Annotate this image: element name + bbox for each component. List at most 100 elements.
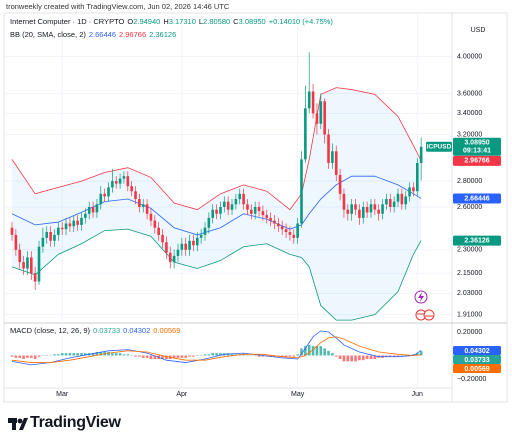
candle-body: [350, 204, 353, 214]
bb-fill: [12, 87, 422, 321]
ohlc-key: L: [198, 17, 204, 26]
macd-histogram-bar: [323, 348, 326, 356]
macd-histogram-bar: [91, 353, 95, 356]
macd-histogram-bar: [165, 355, 168, 360]
macd-title: MACD (close, 12, 26, 9): [10, 326, 91, 335]
currency: USD: [471, 27, 486, 34]
price-label: 0.03733: [464, 357, 489, 364]
watermark: tronweekly created with TradingView.com,…: [6, 2, 230, 11]
x-tick-label: Mar: [56, 391, 69, 398]
candle-body: [76, 220, 79, 225]
candle-body: [18, 249, 22, 263]
candle-body: [354, 204, 357, 210]
macd-value: 0.03733: [93, 326, 121, 335]
bb-title: BB (20, SMA, close, 2): [10, 30, 86, 39]
macd-value: 0.04302: [123, 326, 151, 335]
candle-body: [419, 146, 423, 163]
candle-body: [250, 209, 253, 214]
macd-histogram-bar: [122, 354, 126, 356]
macd-histogram-bar: [230, 354, 234, 356]
candle-body: [126, 176, 130, 187]
candle-body: [188, 240, 191, 250]
macd-histogram-bar: [288, 355, 292, 357]
price-label-box: [453, 345, 501, 355]
candle-body: [87, 206, 91, 214]
ohlc-value: 3.08950: [238, 17, 266, 26]
logo-dot: [17, 418, 23, 424]
y-tick-label: 0.20000: [457, 329, 482, 336]
macd-histogram-bar: [37, 355, 41, 357]
candle-body: [311, 91, 315, 114]
candle-body: [184, 243, 187, 250]
candle-body: [153, 220, 157, 228]
candle-body: [296, 223, 299, 238]
candle-body: [253, 206, 257, 214]
bb-lower: [11, 228, 422, 321]
chart-frame: [3, 12, 508, 403]
candle-body: [57, 227, 60, 235]
macd-histogram-bar: [149, 355, 153, 360]
macd-histogram-bar: [57, 354, 60, 356]
macd-histogram-bar: [300, 348, 303, 356]
candle-body: [45, 232, 49, 238]
candle-body: [238, 193, 242, 200]
candle-body: [319, 101, 323, 124]
candle-body: [72, 220, 76, 227]
macd-histogram-bar: [18, 355, 22, 358]
flag-icon[interactable]: [423, 309, 435, 321]
candle-body: [269, 217, 272, 221]
y-tick-label: 1.91000: [457, 311, 482, 318]
bb-value: 2.66446: [88, 30, 116, 39]
macd-histogram-bar: [261, 355, 265, 357]
price-label-box: [453, 193, 501, 204]
macd-histogram-bar: [307, 344, 311, 356]
x-tick-label: Jun: [412, 391, 423, 398]
candle-body: [141, 204, 145, 207]
macd-histogram-bar: [80, 353, 83, 356]
price-label: 3.08950: [464, 140, 489, 147]
candle-body: [242, 193, 245, 205]
x-tick-label: Apr: [176, 391, 188, 398]
candle-body: [103, 193, 106, 197]
macd-histogram-bar: [315, 346, 319, 356]
macd-histogram-bar: [30, 355, 33, 358]
symbol: Internet Computer · 1D · CRYPTO: [10, 17, 125, 26]
macd-line: [11, 330, 422, 366]
change: +0.14010 (+4.75%): [268, 17, 333, 26]
candle-body: [396, 193, 400, 202]
macd-histogram-bar: [361, 355, 365, 361]
macd-histogram-bar: [331, 353, 334, 356]
candle-body: [246, 204, 249, 210]
macd-histogram-bar: [319, 346, 323, 356]
bb-value: 2.36126: [149, 30, 177, 39]
macd-histogram-bar: [392, 355, 396, 357]
macd-histogram-bar: [385, 355, 388, 357]
macd-histogram-bar: [95, 351, 99, 356]
macd-histogram-bar: [304, 346, 307, 356]
macd-histogram-bar: [180, 355, 184, 358]
candle-body: [265, 215, 269, 218]
candle-body: [211, 209, 215, 218]
macd-histogram-bar: [219, 353, 222, 356]
candle-body: [122, 176, 126, 179]
candle-body: [95, 204, 99, 213]
macd-histogram-bar: [138, 355, 141, 357]
ohlc-value: 3.17310: [168, 17, 196, 26]
macd-histogram-bar: [211, 353, 215, 356]
ohlc-key: C: [233, 17, 239, 26]
macd-histogram-bar: [72, 353, 76, 356]
macd-histogram-bar: [99, 351, 103, 356]
candle-body: [195, 237, 199, 246]
candle-body: [385, 199, 388, 205]
macd-histogram-bar: [396, 355, 400, 357]
macd-histogram-bar: [346, 355, 350, 362]
macd-histogram-bar: [334, 355, 338, 357]
x-tick-label: May: [291, 391, 305, 398]
candle-body: [300, 159, 303, 224]
candle-body: [68, 223, 72, 227]
macd-histogram-bar: [114, 353, 118, 356]
y-tick-label: 2.15000: [457, 270, 482, 277]
price-label: 2.66446: [464, 195, 489, 202]
candle-body: [416, 162, 419, 192]
